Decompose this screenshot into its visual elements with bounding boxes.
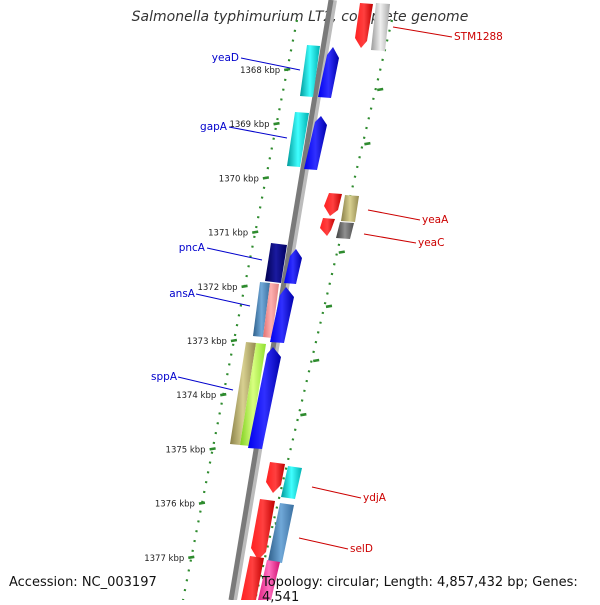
gene-label-selD: selD bbox=[350, 543, 373, 555]
gene-ydjA-block bbox=[281, 466, 302, 499]
gene-sppA-lime bbox=[240, 343, 266, 446]
tick-label: 1368 kbp bbox=[240, 66, 280, 76]
gene-STM1288-arrow bbox=[355, 3, 373, 48]
tick-label: 1376 kbp bbox=[155, 500, 195, 510]
gene-gapA-arrow bbox=[304, 116, 327, 170]
tick-label: 1373 kbp bbox=[187, 337, 227, 347]
tick-mark bbox=[198, 501, 206, 505]
gene-label-STM1288: STM1288 bbox=[454, 31, 503, 43]
ticks-group: 1368 kbp 1369 kbp 1370 kbp 1371 kbp 1372 kbp… bbox=[144, 66, 384, 580]
reverse-tick-mark bbox=[300, 412, 307, 417]
reverse-genes bbox=[241, 3, 390, 600]
tick-mark bbox=[209, 447, 216, 451]
gene-label-sppA: sppA bbox=[151, 371, 178, 383]
sppA-leader bbox=[177, 376, 234, 391]
gene-yeaC-arrow bbox=[320, 218, 335, 236]
tick-mark bbox=[273, 121, 280, 126]
ansA-leader bbox=[195, 293, 251, 307]
gene-pncA-block bbox=[265, 243, 287, 283]
gene-label-pncA: pncA bbox=[179, 242, 206, 254]
gene-ansA-steel bbox=[253, 282, 270, 337]
reverse-tick-mark bbox=[364, 141, 371, 146]
ydjA-leader bbox=[311, 486, 362, 499]
topology-summary: Topology: circular; Length: 4,857,432 bp… bbox=[262, 575, 578, 605]
reverse-tick-mark bbox=[312, 358, 320, 363]
gene-partial-red bbox=[241, 556, 264, 600]
gene-partial-magenta bbox=[258, 560, 280, 600]
tick-mark bbox=[251, 230, 259, 234]
STM1288-leader bbox=[392, 26, 453, 38]
selD-leader bbox=[298, 537, 349, 550]
tick-label: 1369 kbp bbox=[229, 120, 269, 130]
tick-label: 1374 kbp bbox=[176, 391, 216, 401]
gene-selD-block bbox=[268, 503, 294, 563]
tick-label: 1370 kbp bbox=[219, 174, 259, 184]
yeaD-leader bbox=[240, 57, 301, 71]
tick-mark bbox=[241, 284, 248, 289]
gene-gapA-block bbox=[287, 112, 309, 167]
gene-ydjA-arrow bbox=[266, 462, 285, 493]
gene-sppA-arrow bbox=[248, 347, 281, 449]
forward-genes bbox=[230, 45, 339, 449]
pncA-leader bbox=[206, 247, 263, 261]
tick-mark bbox=[283, 67, 291, 72]
gene-pncA-arrow bbox=[284, 249, 302, 284]
gene-label-ydjA: ydjA bbox=[363, 492, 387, 504]
tick-mark bbox=[262, 176, 270, 180]
tick-label: 1371 kbp bbox=[208, 229, 248, 239]
gene-yeaD-block bbox=[300, 45, 320, 97]
reverse-tick-mark bbox=[338, 250, 345, 254]
gene-label-gapA: gapA bbox=[200, 121, 228, 133]
yeaA-leader bbox=[367, 209, 421, 221]
gene-label-ansA: ansA bbox=[169, 288, 196, 300]
tick-mark bbox=[230, 338, 238, 343]
reverse-tick-mark bbox=[376, 87, 384, 92]
gene-label-yeaA: yeaA bbox=[422, 214, 449, 226]
gene-yeaA-arrow bbox=[324, 193, 342, 216]
gene-yeaA-block bbox=[341, 195, 359, 222]
gene-STM1288-block bbox=[371, 3, 390, 51]
gene-ansA-arrow bbox=[270, 287, 294, 343]
gene-yeaC-block bbox=[336, 222, 354, 239]
tick-label: 1375 kbp bbox=[166, 445, 206, 455]
gapA-leader bbox=[228, 126, 288, 139]
accession-text: Accession: NC_003197 bbox=[9, 575, 157, 590]
gene-sppA-olive bbox=[230, 342, 256, 445]
gene-yeaD-arrow bbox=[318, 47, 339, 98]
gene-selD-arrow bbox=[251, 499, 275, 560]
tick-mark bbox=[188, 555, 195, 560]
gene-label-yeaD: yeaD bbox=[212, 52, 239, 64]
tick-label: 1377 kbp bbox=[144, 554, 184, 564]
gene-ansA-pink bbox=[263, 283, 279, 338]
yeaC-leader bbox=[363, 233, 417, 244]
tick-mark bbox=[220, 392, 227, 397]
gene-label-yeaC: yeaC bbox=[418, 237, 444, 249]
tick-label: 1372 kbp bbox=[197, 283, 237, 293]
reverse-tick-mark bbox=[325, 304, 333, 309]
